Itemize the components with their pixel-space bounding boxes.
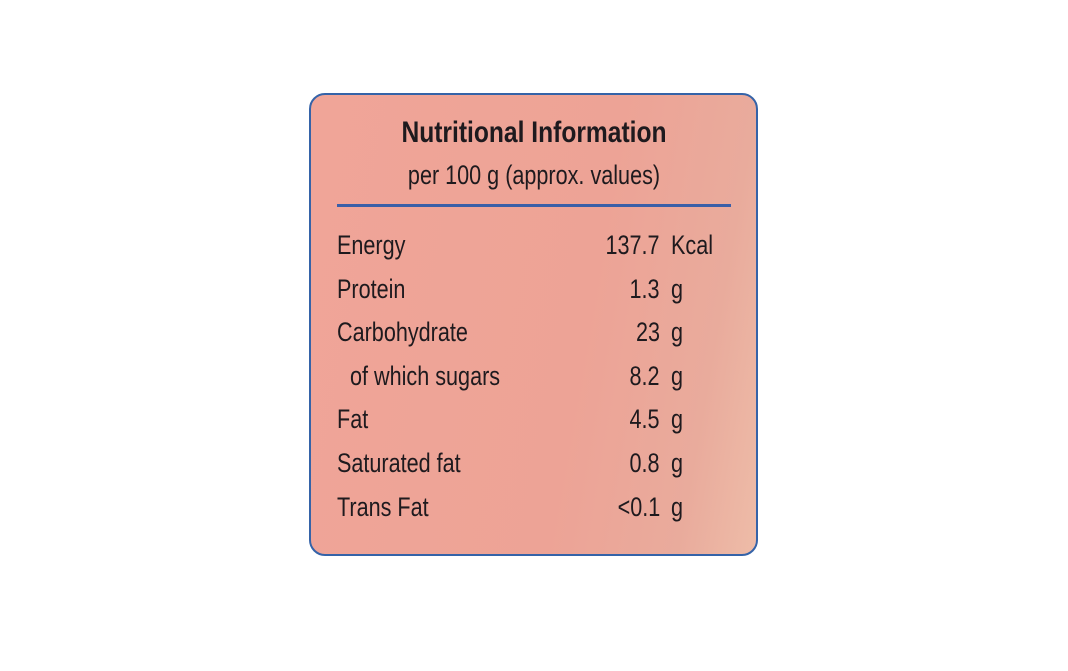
- nutrient-unit: g: [671, 317, 684, 348]
- nutrient-name: Trans Fat: [337, 491, 429, 522]
- nutrient-name: Protein: [337, 273, 406, 304]
- nutrient-name: Saturated fat: [337, 448, 461, 478]
- nutrient-value: 23: [635, 317, 660, 348]
- nutrient-value: 1.3: [629, 273, 660, 304]
- nutrient-unit: g: [671, 491, 684, 522]
- nutrient-value: 8.2: [629, 360, 660, 391]
- nutrient-unit: g: [671, 273, 684, 304]
- nutrient-unit: g: [671, 448, 684, 478]
- nutrient-value: <0.1: [617, 491, 660, 522]
- label-title: Nutritional Information: [401, 116, 667, 149]
- nutrient-name: of which sugars: [350, 360, 501, 391]
- label-subtitle: per 100 g (approx. values): [407, 160, 661, 190]
- divider: [337, 204, 731, 207]
- nutrient-name: Fat: [337, 404, 369, 435]
- nutrient-unit: Kcal: [671, 230, 714, 260]
- nutrient-name: Carbohydrate: [337, 317, 468, 348]
- nutrient-unit: g: [671, 360, 684, 391]
- nutrition-label: [309, 93, 758, 556]
- nutrient-value: 0.8: [629, 448, 660, 478]
- nutrient-value: 4.5: [629, 404, 660, 435]
- nutrient-unit: g: [671, 404, 684, 435]
- nutrient-value: 137.7: [605, 230, 660, 260]
- nutrient-name: Energy: [337, 230, 406, 260]
